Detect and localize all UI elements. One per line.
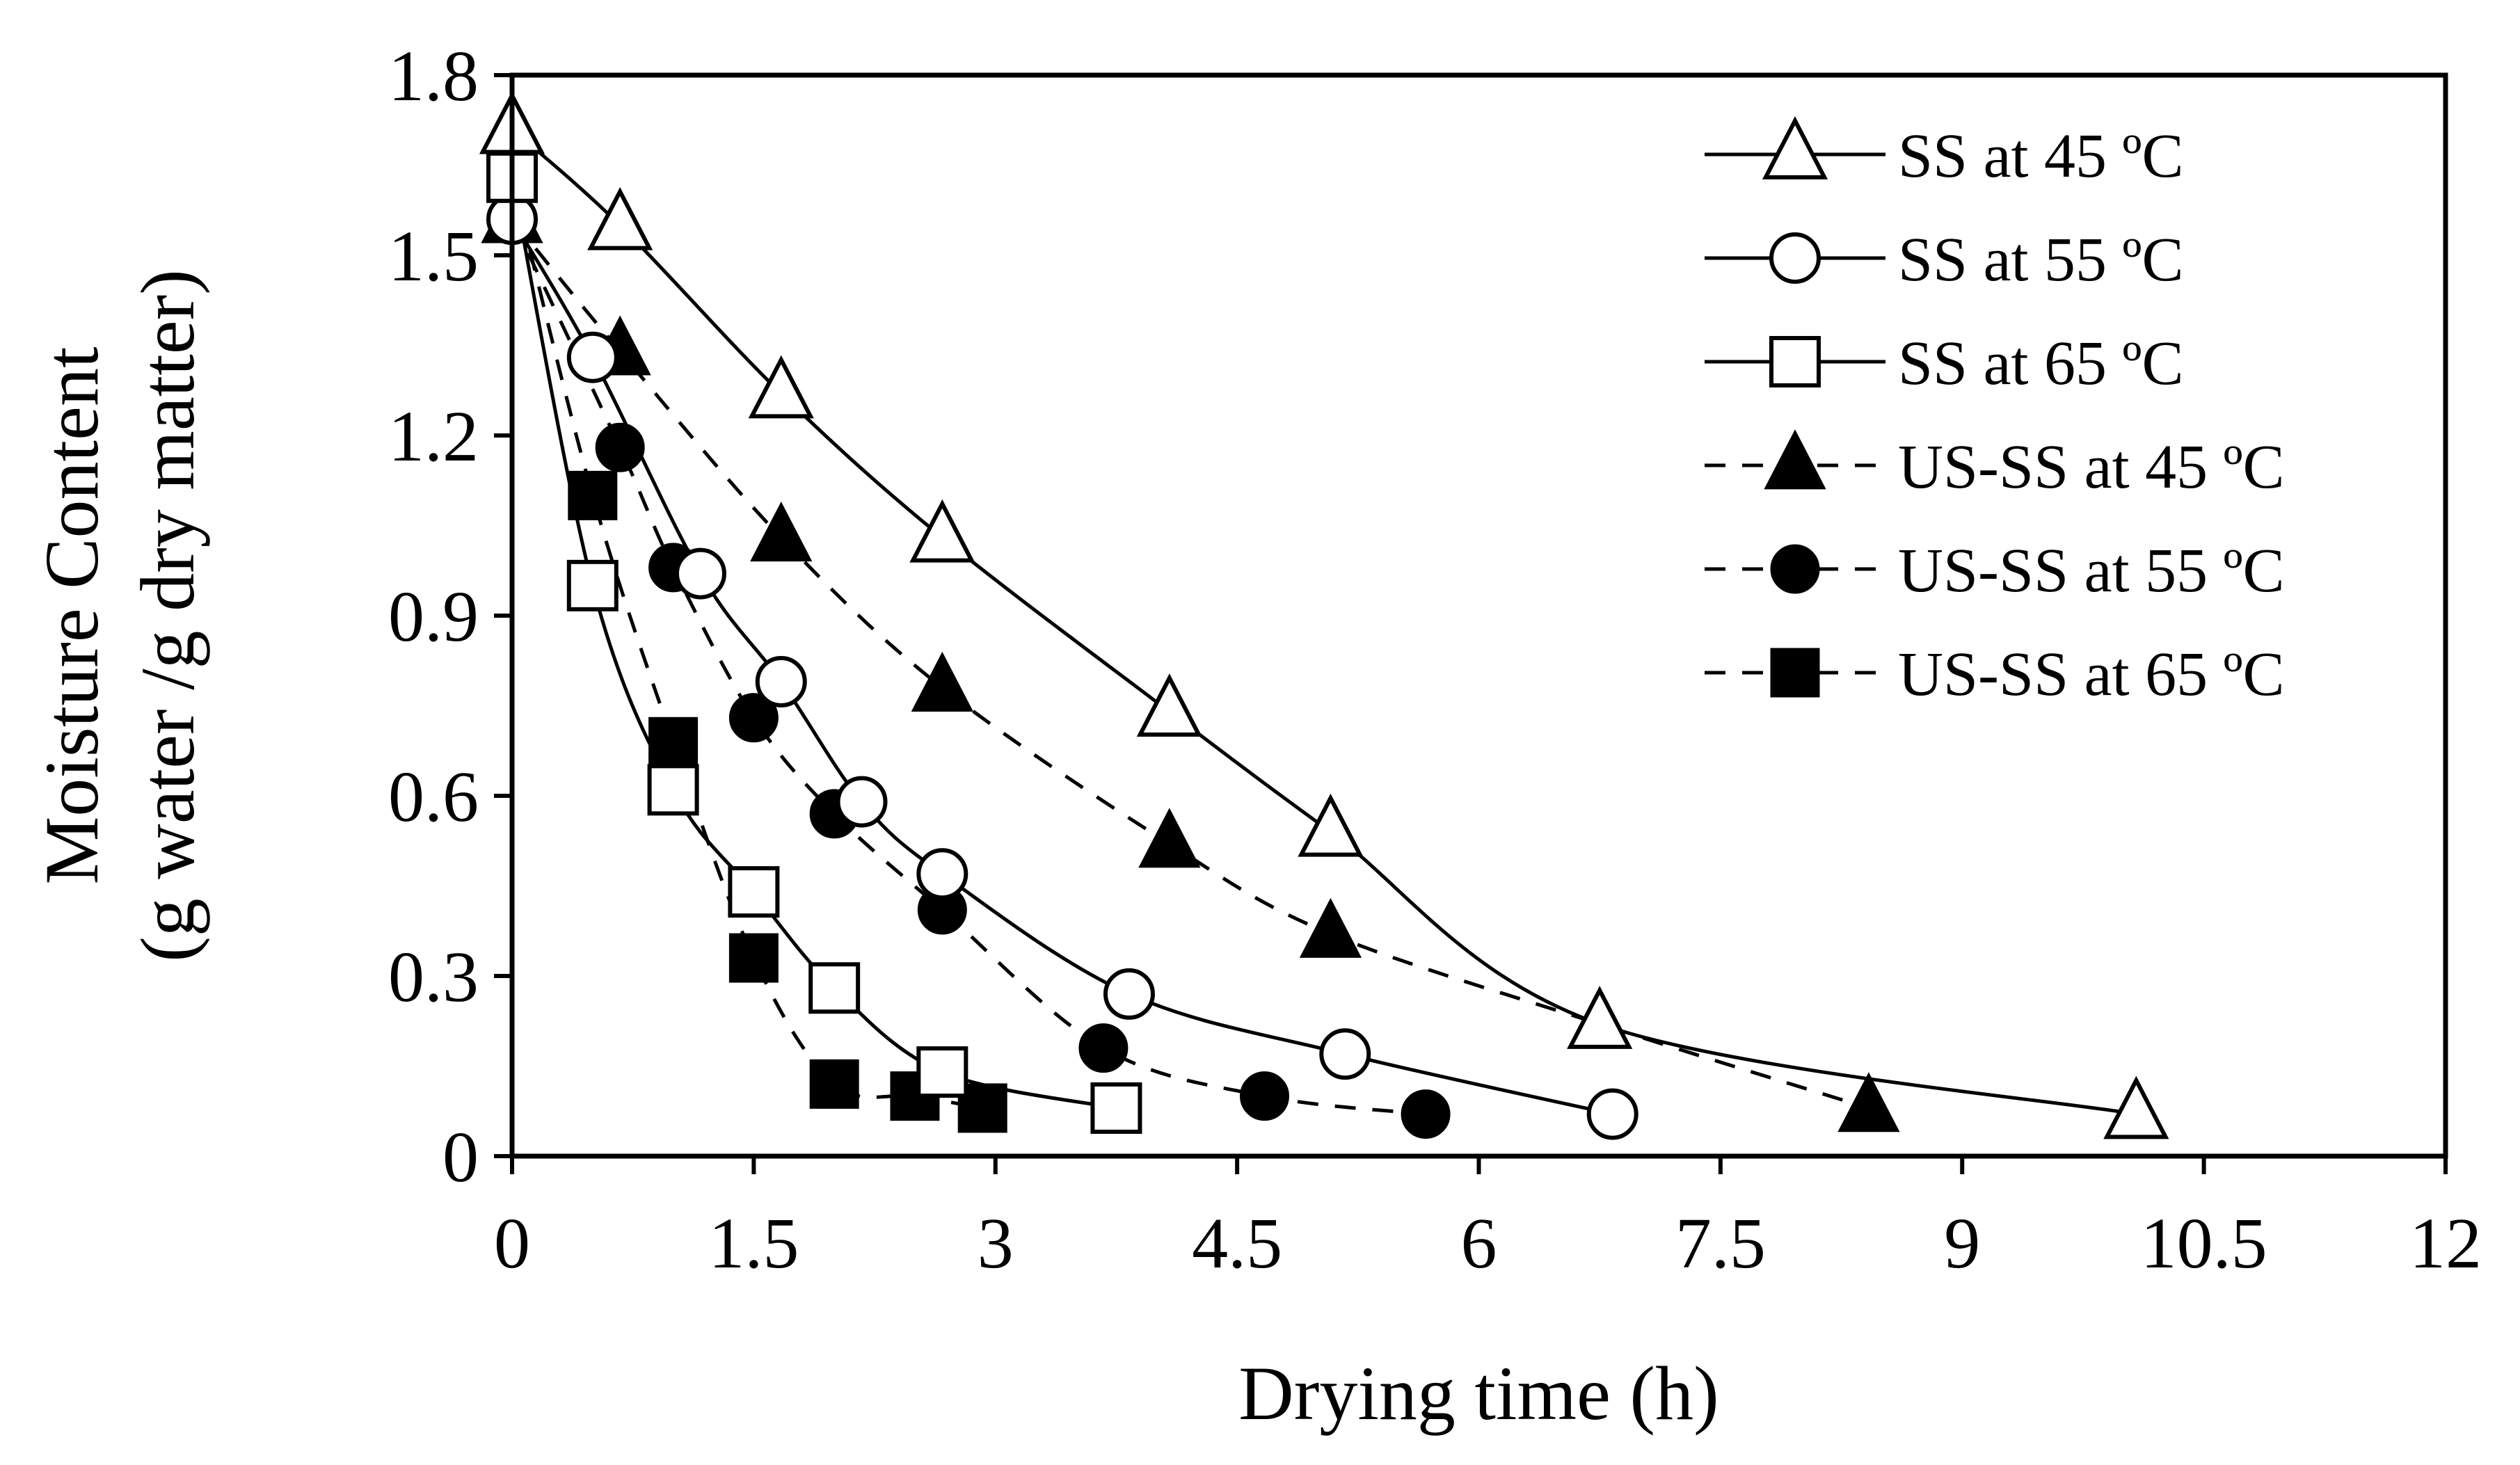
legend-label: SS at 55 ºC (1898, 225, 2184, 294)
series-3-point (916, 1046, 968, 1098)
series-3-point (808, 962, 861, 1014)
x-tick-label: 7.5 (1675, 1203, 1766, 1283)
series-5-point (595, 422, 645, 472)
x-tick-label: 10.5 (2141, 1203, 2267, 1283)
legend-item-5: US-SS at 55 ºC (1705, 536, 2285, 605)
series-5-point (1078, 1023, 1129, 1073)
y-tick-label: 0.3 (388, 937, 479, 1017)
y-tick-label: 1.2 (388, 397, 479, 477)
series-4-point (1299, 897, 1362, 958)
legend-item-1: SS at 45 ºC (1705, 115, 2184, 191)
y-tick-label: 0.9 (388, 577, 479, 657)
legend: SS at 45 ºC SS at 55 ºC SS at 65 ºC US-SS a… (1705, 115, 2285, 709)
series-3-point (1090, 1082, 1142, 1134)
legend-label: US-SS at 55 ºC (1898, 536, 2285, 605)
y-axis-title: Moisture Content (g water /g dry matter) (29, 269, 210, 962)
legend-marker (1770, 648, 1820, 698)
series-6-point (648, 717, 699, 767)
y-axis-title-line2: (g water /g dry matter) (125, 269, 210, 962)
legend-marker (1764, 429, 1826, 490)
axis-tick-labels: 0 1.5 3 4.5 6 7.5 9 10.5 12 0 0.3 0.6 0.9 1.2 1.5 1.8 (388, 36, 2482, 1283)
y-tick-label: 1.5 (388, 216, 479, 296)
y-axis-title-line1: Moisture Content (29, 346, 114, 884)
series-6-point (728, 933, 779, 983)
y-tick-label: 0.6 (388, 757, 479, 837)
series-1-point (748, 355, 814, 419)
axis-ticks (494, 73, 2448, 1174)
series-4-point (750, 502, 813, 562)
legend-marker (1769, 336, 1821, 387)
legend-label: US-SS at 65 ºC (1898, 640, 2285, 709)
series-2-point (836, 776, 888, 828)
legend-label: SS at 65 ºC (1898, 329, 2184, 398)
series-5-point (1401, 1089, 1451, 1139)
series-5-point (1239, 1071, 1289, 1121)
legend-label: SS at 45 ºC (1898, 122, 2184, 191)
series-2-point (1319, 1028, 1371, 1080)
series-2-point (755, 655, 807, 707)
series-2-point (916, 848, 968, 900)
y-tick-label: 1.8 (388, 36, 479, 116)
series-3-point (566, 559, 619, 611)
series-1-point (1567, 986, 1633, 1049)
series-3-point (647, 764, 699, 816)
series-2-point (1103, 968, 1155, 1020)
legend-item-2: SS at 55 ºC (1705, 225, 2184, 294)
x-tick-label: 4.5 (1192, 1203, 1282, 1283)
series-4-point (1138, 808, 1201, 868)
x-axis-title: Drying time (h) (1238, 1351, 1718, 1436)
series-2-point (566, 331, 619, 383)
series-1-point (1298, 793, 1364, 857)
legend-item-6: US-SS at 65 ºC (1705, 640, 2285, 709)
series-1-point (1136, 673, 1202, 737)
legend-marker (1770, 544, 1820, 594)
legend-item-3: SS at 65 ºC (1705, 329, 2184, 398)
series-1-point (587, 186, 653, 250)
y-tick-label: 0 (442, 1117, 479, 1197)
legend-marker (1769, 232, 1821, 284)
legend-label: US-SS at 45 ºC (1898, 433, 2285, 502)
series-2-point (1586, 1088, 1638, 1140)
series-6-point (809, 1059, 859, 1109)
x-tick-label: 0 (494, 1203, 530, 1283)
series-1-point (2103, 1075, 2169, 1139)
series-markers (479, 90, 2169, 1140)
series-6-point (568, 470, 618, 520)
series-1-point (909, 499, 975, 563)
x-tick-label: 9 (1944, 1203, 1980, 1283)
series-4-point (911, 651, 973, 712)
series-line-1 (511, 127, 2137, 1116)
x-tick-label: 12 (2409, 1203, 2482, 1283)
x-tick-label: 3 (978, 1203, 1014, 1283)
series-4-point (1837, 1072, 1900, 1132)
series-3-point (728, 866, 780, 918)
series-5-point (728, 693, 779, 743)
series-2-point (674, 547, 726, 600)
x-tick-label: 1.5 (708, 1203, 799, 1283)
legend-marker (1762, 115, 1828, 179)
series-line-4 (511, 218, 1869, 1110)
x-tick-label: 6 (1461, 1203, 1497, 1283)
legend-item-4: US-SS at 45 ºC (1705, 429, 2285, 502)
